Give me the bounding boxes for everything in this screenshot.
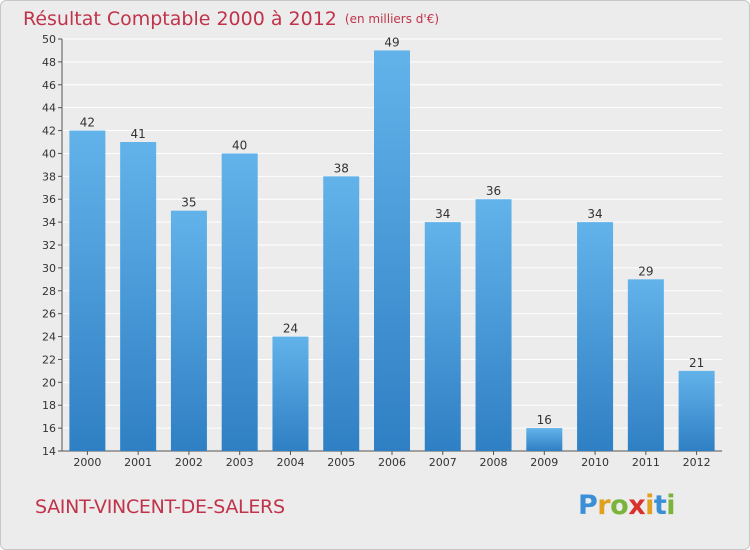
y-tick-label: 24	[42, 331, 56, 344]
data-label: 29	[638, 264, 653, 278]
y-tick-label: 34	[42, 216, 56, 229]
y-tick-label: 42	[42, 125, 56, 138]
bar	[577, 222, 614, 451]
bar	[221, 153, 258, 451]
logo-letter: x	[628, 490, 646, 521]
data-label: 35	[181, 196, 196, 210]
y-tick-label: 14	[42, 445, 56, 458]
x-tick-label: 2004	[276, 456, 304, 469]
y-tick-label: 26	[42, 308, 56, 321]
x-tick-label: 2003	[226, 456, 254, 469]
commune-name: SAINT-VINCENT-DE-SALERS	[35, 496, 285, 518]
chart-title: Résultat Comptable 2000 à 2012 (en millie…	[23, 8, 439, 30]
y-tick-label: 48	[42, 56, 56, 69]
bar	[272, 336, 309, 451]
y-tick-label: 20	[42, 376, 56, 389]
data-label: 24	[283, 322, 298, 336]
data-label: 49	[384, 35, 399, 49]
data-label: 21	[689, 356, 704, 370]
x-tick-label: 2002	[175, 456, 203, 469]
bar	[475, 199, 512, 451]
data-label: 16	[537, 413, 552, 427]
y-tick-label: 22	[42, 353, 56, 366]
y-tick-label: 30	[42, 262, 56, 275]
x-tick-label: 2009	[530, 456, 558, 469]
logo-letter: i	[645, 490, 654, 521]
bar	[424, 222, 461, 451]
x-tick-label: 2006	[378, 456, 406, 469]
data-label: 42	[80, 116, 95, 130]
x-tick-label: 2007	[429, 456, 457, 469]
y-tick-label: 32	[42, 239, 56, 252]
bar	[678, 370, 715, 451]
x-tick-label: 2010	[581, 456, 609, 469]
data-label: 38	[334, 161, 349, 175]
x-tick-label: 2012	[683, 456, 711, 469]
logo-letter: r	[597, 490, 611, 521]
x-tick-label: 2008	[480, 456, 508, 469]
data-label: 40	[232, 138, 247, 152]
y-tick-label: 40	[42, 147, 56, 160]
x-tick-label: 2001	[124, 456, 152, 469]
y-tick-label: 44	[42, 102, 56, 115]
x-tick-label: 2000	[73, 456, 101, 469]
proxiti-logo: Proxiti	[578, 490, 676, 521]
y-tick-label: 46	[42, 79, 56, 92]
y-tick-label: 16	[42, 422, 56, 435]
x-tick-label: 2005	[327, 456, 355, 469]
y-tick-label: 38	[42, 170, 56, 183]
logo-letter: t	[653, 490, 667, 521]
bar	[526, 428, 563, 451]
y-tick-label: 18	[42, 399, 56, 412]
bar	[627, 279, 664, 451]
chart-title-main: Résultat Comptable 2000 à 2012	[23, 8, 337, 30]
data-label: 36	[486, 184, 501, 198]
logo-letter: o	[610, 490, 629, 521]
x-tick-label: 2011	[632, 456, 660, 469]
logo-letter: P	[578, 490, 598, 521]
bar	[69, 130, 106, 452]
chart-title-unit: (en milliers d'€)	[344, 12, 440, 26]
bar	[170, 210, 207, 451]
y-tick-label: 28	[42, 285, 56, 298]
data-label: 34	[587, 207, 602, 221]
bar	[374, 50, 410, 451]
bar	[120, 142, 157, 451]
logo-letter: i	[666, 490, 676, 521]
data-label: 34	[435, 207, 450, 221]
y-tick-label: 50	[42, 33, 56, 46]
bar	[323, 176, 360, 452]
data-label: 41	[131, 127, 146, 141]
y-tick-label: 36	[42, 193, 56, 206]
